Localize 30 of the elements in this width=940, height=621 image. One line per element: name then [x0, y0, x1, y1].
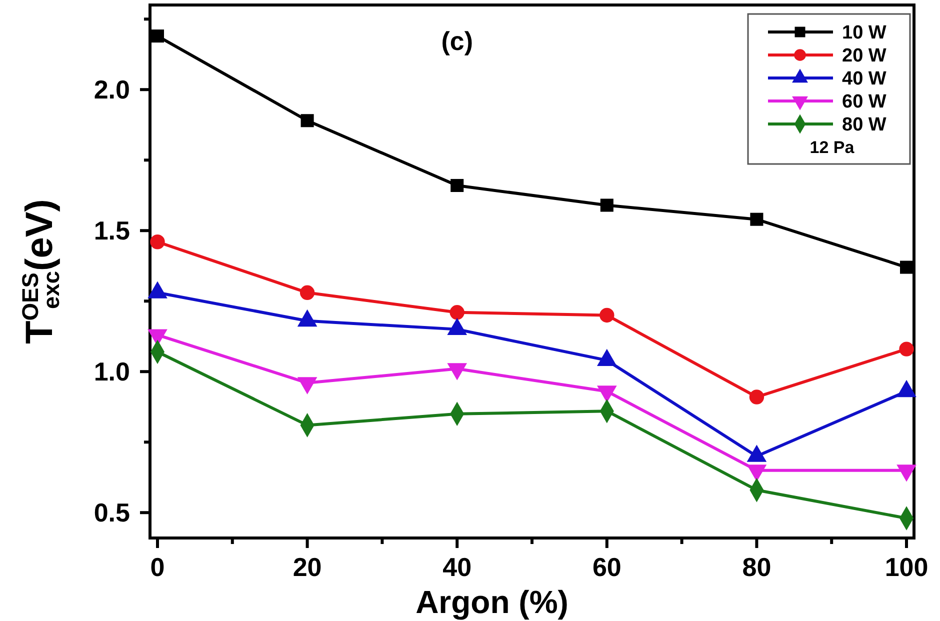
- point: [899, 342, 914, 356]
- legend-label: 10 W: [842, 22, 886, 44]
- y-tick-label: 2.0: [94, 74, 130, 105]
- x-tick-label: 60: [592, 552, 622, 582]
- x-axis-title: Argon (%): [416, 584, 568, 620]
- y-tick-label: 0.5: [94, 498, 130, 528]
- point: [900, 260, 914, 274]
- point: [750, 212, 764, 226]
- legend-label: 20 W: [842, 46, 886, 67]
- y-tick-label: 1.0: [94, 356, 130, 387]
- legend-label: 40 W: [842, 68, 886, 90]
- legend-title: 12 Pa: [810, 138, 855, 157]
- legend-label: 60 W: [842, 92, 886, 113]
- x-tick-label: 80: [742, 552, 772, 582]
- legend-label: 80 W: [842, 114, 886, 136]
- point: [600, 198, 614, 212]
- point: [150, 234, 165, 250]
- point: [450, 178, 464, 192]
- text: (c): [441, 26, 473, 56]
- x-tick-label: 20: [292, 552, 322, 582]
- point: [150, 30, 164, 43]
- point: [600, 308, 614, 323]
- y-tick-label: 1.5: [94, 216, 130, 246]
- point: [749, 390, 764, 404]
- point: [300, 285, 315, 300]
- point: [300, 114, 314, 128]
- x-tick-label: 100: [884, 552, 928, 582]
- x-tick-label: 0: [150, 552, 165, 582]
- point: [450, 305, 464, 320]
- x-tick-label: 40: [442, 552, 472, 582]
